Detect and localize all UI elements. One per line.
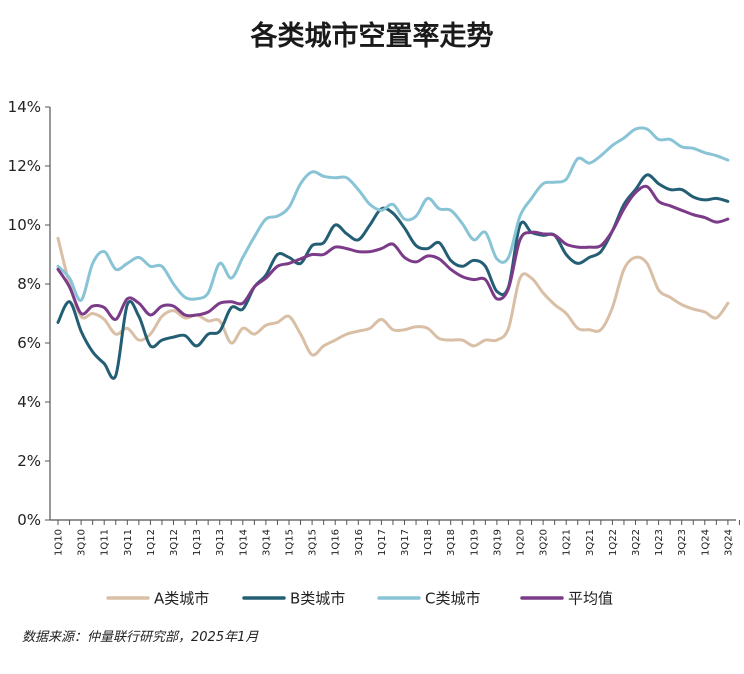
legend-label-3: C类城市 [425,590,480,608]
series-line-1 [56,236,730,357]
x-tick-label: 3Q24 [723,529,734,556]
x-tick-label: 1Q17 [377,529,388,556]
x-tick-label: 3Q23 [677,529,688,556]
x-tick-label: 3Q13 [215,529,226,556]
x-tick-label: 3Q11 [123,529,134,556]
axes: 0% 2% 4% 6% 8% 10% 12% 14% 1Q10 3Q10 1Q11 3Q11 1Q12 3… [8,98,740,556]
y-tick-label: 0% [17,511,41,529]
source-note: 数据来源：仲量联行研究部，2025年1月 [22,630,259,645]
x-tick-label: 3Q10 [77,529,88,556]
x-tick-label: 1Q22 [608,529,619,556]
legend-label-2: B类城市 [290,590,345,608]
x-tick-label: 3Q18 [446,529,457,556]
x-tick-label: 1Q18 [423,529,434,556]
series-line-3 [56,126,730,302]
series-layer [56,126,730,380]
x-tick-label: 1Q24 [700,529,711,556]
x-tick-label: 1Q11 [100,529,111,556]
x-tick-label: 3Q22 [631,529,642,556]
chart-title: 各类城市空置率走势 [250,21,494,52]
x-tick-label: 1Q13 [192,529,203,556]
legend-label-4: 平均值 [568,590,613,608]
x-tick-label: 1Q12 [146,529,157,556]
y-tick-label: 4% [17,393,41,411]
legend-label-1: A类城市 [154,590,209,608]
x-tick-label: 3Q17 [400,529,411,556]
y-tick-label: 10% [8,216,41,234]
series-line-4 [56,184,730,321]
x-tick-label: 1Q20 [516,529,527,556]
x-tick-label: 3Q16 [354,529,365,556]
x-tick-label: 3Q21 [585,529,596,556]
y-tick-label: 14% [8,98,41,116]
legend: A类城市 B类城市 C类城市 平均值 [106,590,613,608]
y-tick-label: 8% [17,275,41,293]
x-tick-label: 3Q12 [169,529,180,556]
y-tick-label: 6% [17,334,41,352]
y-tick-label: 2% [17,452,41,470]
y-tick-label: 12% [8,157,41,175]
x-tick-label: 3Q20 [539,529,550,556]
x-tick-label: 1Q23 [654,529,665,556]
x-tick-label: 1Q19 [469,529,480,556]
x-tick-label: 1Q21 [562,529,573,556]
x-tick-label: 1Q15 [285,529,296,556]
x-tick-label: 3Q15 [308,529,319,556]
x-tick-label: 1Q10 [54,529,65,556]
x-tick-label: 1Q16 [331,529,342,556]
x-tick-label: 3Q19 [492,529,503,556]
x-tick-label: 1Q14 [238,529,249,556]
x-tick-label: 3Q14 [261,529,272,556]
